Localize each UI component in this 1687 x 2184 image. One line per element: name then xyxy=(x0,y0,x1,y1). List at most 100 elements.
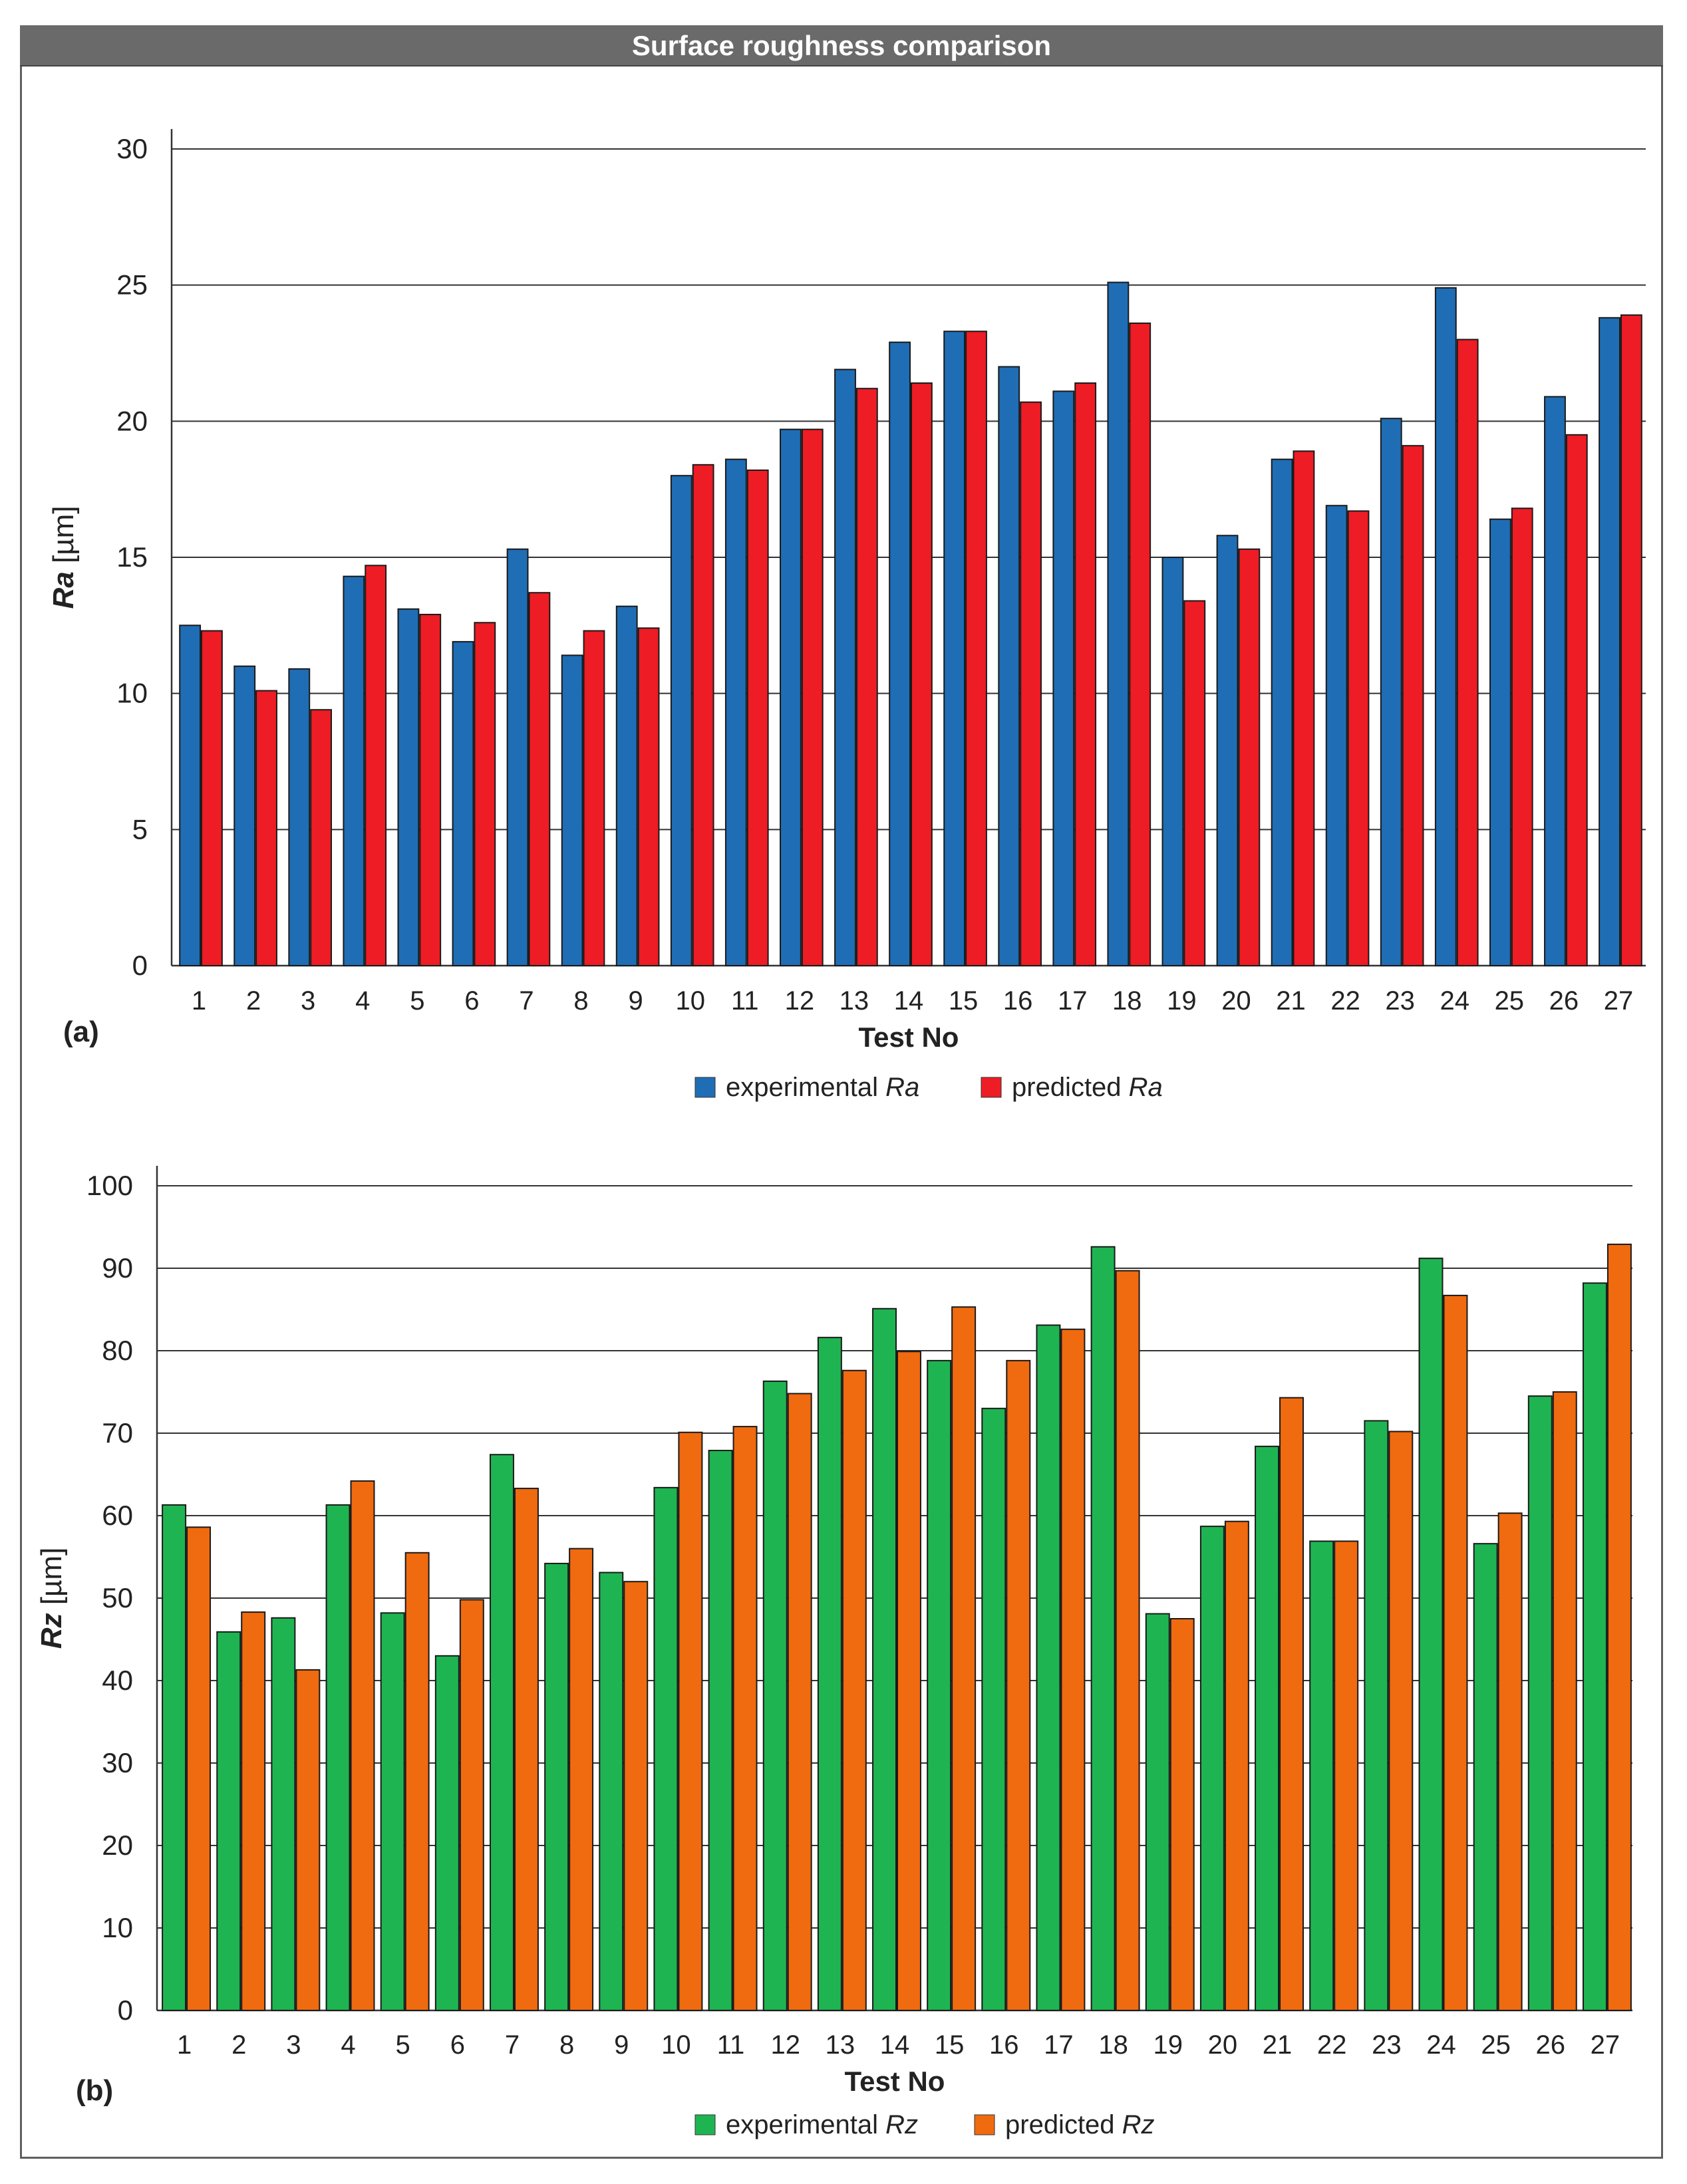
x-tick-label: 17 xyxy=(1044,2030,1074,2060)
x-tick-label: 24 xyxy=(1426,2030,1456,2060)
y-axis-title: Ra [µm] xyxy=(47,506,80,609)
bar-experimental-16 xyxy=(981,1407,1006,2012)
bar-experimental-16 xyxy=(998,366,1020,966)
legend-label-symbol: Ra xyxy=(1129,1073,1163,1102)
y-tick-label: 30 xyxy=(116,133,148,164)
bar-predicted-26 xyxy=(1552,1391,1577,2011)
bar-experimental-24 xyxy=(1418,1258,1444,2011)
x-tick-label: 20 xyxy=(1221,986,1251,1016)
bar-experimental-9 xyxy=(615,605,638,966)
bar-predicted-11 xyxy=(732,1426,758,2012)
legend-label-text: predicted xyxy=(1005,2110,1122,2139)
bar-predicted-2 xyxy=(255,690,277,967)
bar-experimental-2 xyxy=(216,1631,241,2012)
x-tick-label: 11 xyxy=(731,986,759,1016)
legend-label-text: predicted xyxy=(1012,1073,1129,1102)
bar-predicted-17 xyxy=(1074,382,1097,966)
y-axis-title: Rz [µm] xyxy=(35,1548,68,1649)
bar-experimental-22 xyxy=(1309,1540,1334,2011)
legend-label-text: experimental xyxy=(726,1073,885,1102)
y-tick-label: 50 xyxy=(102,1582,133,1613)
bar-experimental-4 xyxy=(325,1504,351,2011)
bar-experimental-14 xyxy=(889,341,911,966)
bar-experimental-1 xyxy=(162,1504,187,2011)
bar-predicted-3 xyxy=(310,709,333,967)
x-tick-label: 27 xyxy=(1591,2030,1620,2060)
bar-predicted-1 xyxy=(201,630,223,967)
bar-predicted-7 xyxy=(514,1488,539,2012)
x-tick-label: 10 xyxy=(675,986,705,1016)
x-tick-label: 9 xyxy=(614,2030,629,2060)
bar-experimental-19 xyxy=(1145,1613,1170,2012)
bar-experimental-11 xyxy=(724,458,747,966)
bar-predicted-13 xyxy=(842,1369,867,2011)
legend: experimental Rz predicted Rz xyxy=(694,2110,1155,2139)
x-tick-label: 4 xyxy=(341,2030,355,2060)
x-tick-label: 12 xyxy=(785,986,815,1016)
bar-experimental-26 xyxy=(1544,396,1566,966)
bar-predicted-10 xyxy=(678,1431,703,2011)
bar-predicted-6 xyxy=(459,1599,484,2011)
x-tick-label: 26 xyxy=(1536,2030,1566,2060)
bar-predicted-25 xyxy=(1497,1512,1523,2011)
bar-experimental-2 xyxy=(233,665,256,966)
bar-experimental-19 xyxy=(1161,557,1184,966)
bar-experimental-15 xyxy=(943,331,966,966)
bar-experimental-12 xyxy=(762,1380,788,2011)
y-tick-label: 0 xyxy=(132,950,148,981)
x-tick-label: 8 xyxy=(559,2030,574,2060)
bar-experimental-8 xyxy=(544,1562,569,2011)
x-axis-title: Test No xyxy=(859,1022,959,1053)
x-tick-label: 16 xyxy=(989,2030,1019,2060)
figure-title: Surface roughness comparison xyxy=(20,25,1663,67)
bar-predicted-7 xyxy=(528,592,551,966)
bar-predicted-13 xyxy=(855,388,878,966)
y-tick-label: 10 xyxy=(116,678,148,709)
bar-experimental-20 xyxy=(1199,1526,1225,2012)
bar-experimental-12 xyxy=(780,428,802,966)
y-axis-title-unit: [µm] xyxy=(35,1548,68,1613)
bar-predicted-18 xyxy=(1129,322,1151,966)
y-tick-label: 40 xyxy=(102,1665,133,1696)
x-tick-label: 11 xyxy=(717,2030,745,2060)
y-axis-title-symbol: Rz xyxy=(35,1613,68,1649)
bar-predicted-24 xyxy=(1456,339,1479,966)
bar-predicted-5 xyxy=(404,1552,430,2012)
y-tick-label: 30 xyxy=(102,1747,133,1778)
bar-predicted-20 xyxy=(1224,1520,1249,2011)
legend-label-symbol: Ra xyxy=(885,1073,919,1102)
bar-predicted-21 xyxy=(1293,450,1315,966)
bar-experimental-27 xyxy=(1599,317,1620,966)
bar-experimental-17 xyxy=(1052,390,1075,966)
bar-predicted-22 xyxy=(1334,1540,1359,2011)
bar-predicted-10 xyxy=(692,464,714,966)
x-tick-label: 17 xyxy=(1058,986,1088,1016)
x-tick-label: 14 xyxy=(894,986,924,1016)
y-tick-label: 10 xyxy=(102,1912,133,1943)
y-tick-label: 25 xyxy=(116,269,148,301)
bar-experimental-25 xyxy=(1473,1543,1498,2011)
bar-predicted-27 xyxy=(1607,1244,1632,2011)
bar-predicted-4 xyxy=(365,565,387,966)
x-tick-label: 9 xyxy=(629,986,643,1016)
bar-predicted-9 xyxy=(637,627,660,967)
legend-swatch-predicted xyxy=(981,1077,1002,1098)
panel-label: (a) xyxy=(63,1016,99,1048)
bar-predicted-27 xyxy=(1620,314,1642,966)
bar-predicted-4 xyxy=(350,1480,375,2011)
x-tick-label: 16 xyxy=(1003,986,1033,1016)
y-tick-label: 100 xyxy=(86,1170,133,1201)
x-tick-label: 5 xyxy=(396,2030,410,2060)
x-tick-label: 2 xyxy=(246,986,261,1016)
bar-experimental-18 xyxy=(1090,1246,1116,2011)
x-tick-label: 3 xyxy=(301,986,315,1016)
x-tick-label: 20 xyxy=(1208,2030,1238,2060)
bar-predicted-17 xyxy=(1060,1328,1086,2011)
bar-experimental-1 xyxy=(179,624,202,966)
x-tick-label: 23 xyxy=(1385,986,1415,1016)
x-tick-label: 23 xyxy=(1372,2030,1402,2060)
x-tick-label: 1 xyxy=(192,986,206,1016)
x-tick-label: 22 xyxy=(1330,986,1360,1016)
x-axis-title: Test No xyxy=(845,2066,945,2097)
bar-experimental-25 xyxy=(1489,518,1511,966)
